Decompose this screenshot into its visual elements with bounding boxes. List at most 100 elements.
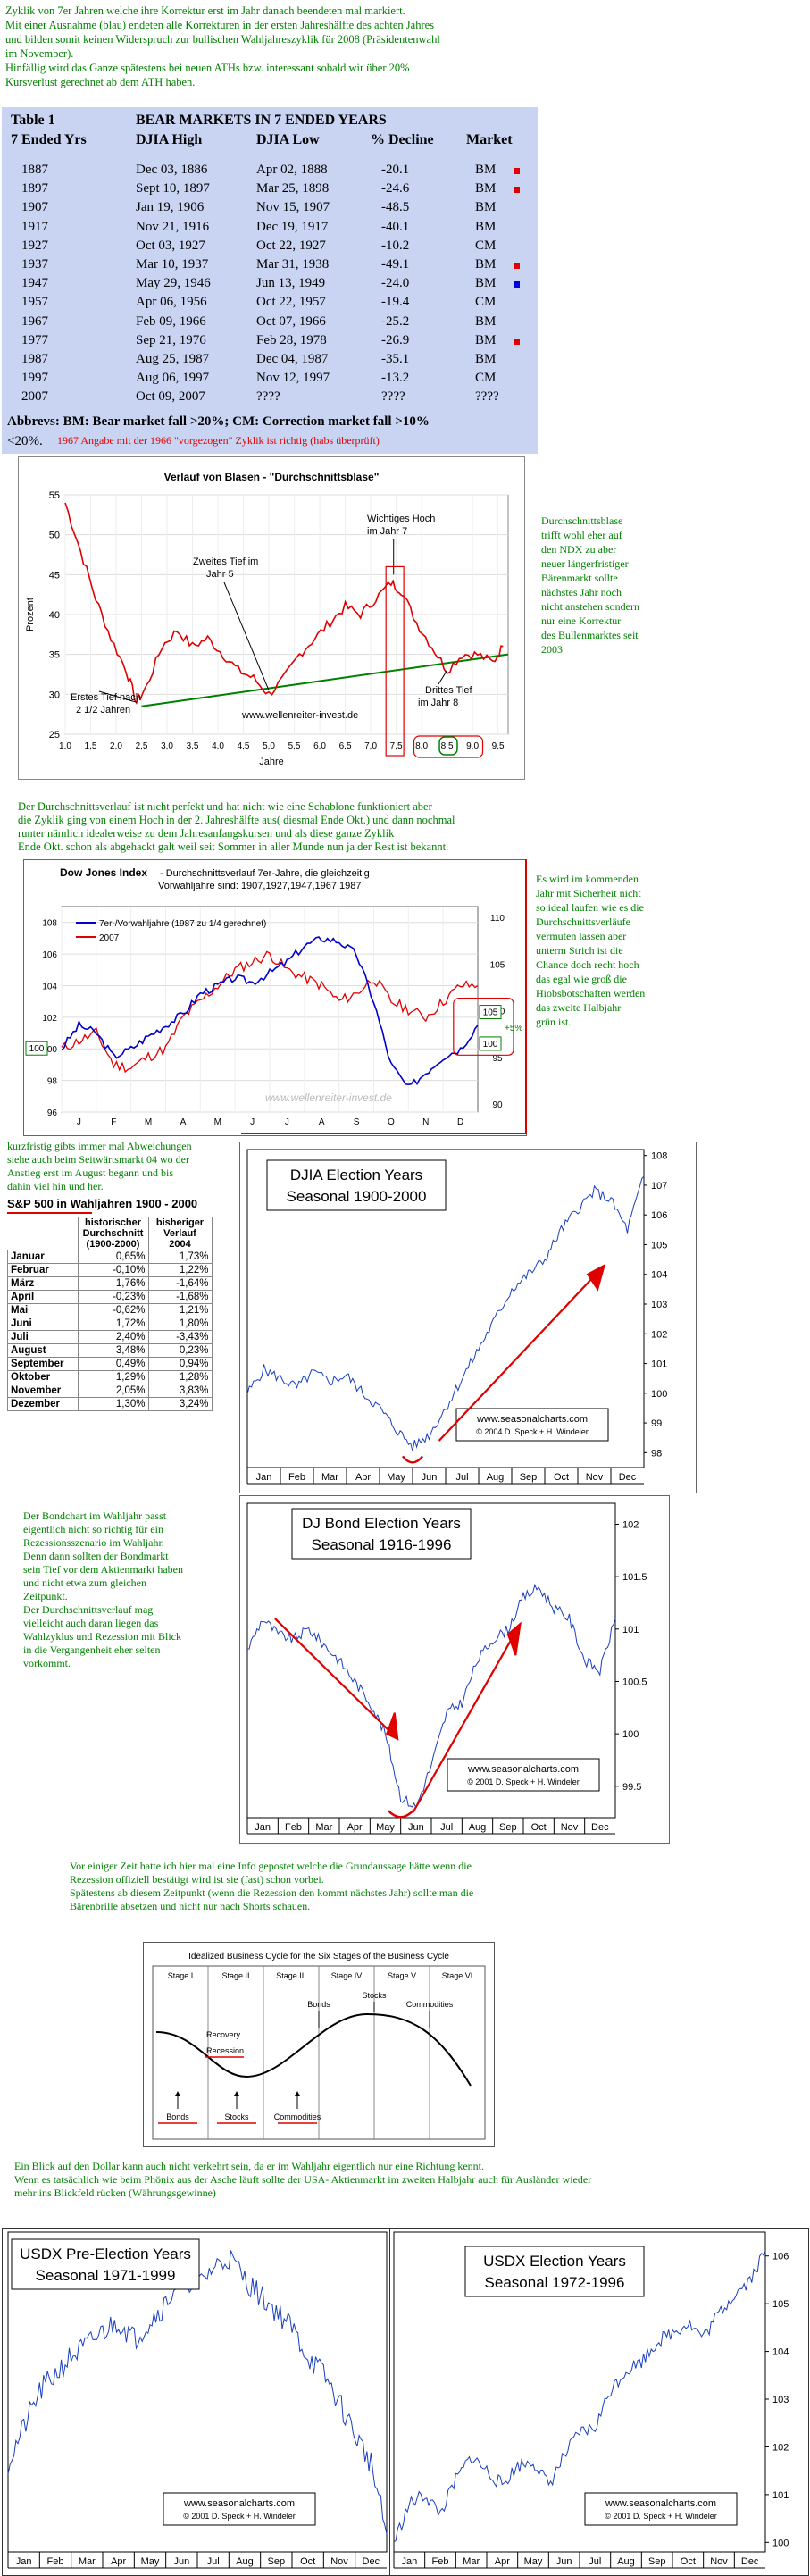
x-tick-label: Jan xyxy=(255,1822,271,1833)
table-cell-decline: -49.1 xyxy=(381,257,410,272)
bonds-top-label: Bonds xyxy=(307,2000,330,2009)
month-cell: August xyxy=(7,1343,79,1358)
series-2007-line xyxy=(61,950,479,1074)
dj-note-line: runter nämlich idealerweise zu dem Jahre… xyxy=(18,827,395,840)
credit-copyright: © 2001 D. Speck + H. Windeler xyxy=(467,1777,579,1786)
dj-note: Der Durchschnittsverlauf ist nicht perfe… xyxy=(18,800,589,854)
annotation-erstes: Erstes Tief nach xyxy=(71,692,141,703)
current-cell: 1,21% xyxy=(147,1303,213,1317)
annotation-wichtig: Wichtiges Hoch xyxy=(367,514,435,524)
x-tick-label: Dec xyxy=(591,1822,609,1833)
x-tick-label: Jun xyxy=(408,1822,424,1833)
current-cell: 3,24% xyxy=(147,1397,213,1411)
x-tick-label: Apr xyxy=(111,2556,126,2567)
y-tick-label: 105 xyxy=(651,1240,667,1250)
value-box-left xyxy=(25,1041,48,1056)
legend-label-1: 7er-/Vorwahljahre (1987 zu 1/4 gerechnet… xyxy=(99,919,266,929)
dj-note-line: Ende Okt. schon als abgehackt galt weil … xyxy=(18,841,449,853)
low-marker xyxy=(388,1810,414,1819)
credit-box xyxy=(584,2492,738,2526)
side-note-line: nächstes Jahr noch xyxy=(541,586,622,598)
table-cell-market: BM xyxy=(475,219,497,234)
hist-cell: -0,10% xyxy=(77,1263,149,1277)
x-tick-label: 4,0 xyxy=(212,741,224,751)
table-row: September 0,49% 0,94% xyxy=(7,1357,213,1371)
table-cell-high: Sept 10, 1897 xyxy=(136,181,210,197)
y-tick-label: 35 xyxy=(49,650,60,661)
side-note-line: trifft wohl eher auf xyxy=(541,529,622,541)
table-row: Januar 0,65% 1,73% xyxy=(7,1250,213,1264)
bond-note-line: vorkommt. xyxy=(23,1657,71,1669)
table-cell-decline: -13.2 xyxy=(381,371,410,386)
marker-square xyxy=(514,281,520,289)
annotation-drittes: Drittes Tief xyxy=(425,685,473,696)
bonds-bottom-label: Bonds xyxy=(166,2112,189,2121)
sp-col-2004: bisheriger Verlauf 2004 xyxy=(147,1217,213,1250)
x-tick-label: Jan xyxy=(401,2556,417,2567)
month-cell: Januar xyxy=(7,1250,79,1264)
seasonal-line xyxy=(246,1583,616,1810)
x-tick-label: 1,5 xyxy=(85,741,97,751)
current-cell: -3,43% xyxy=(147,1330,213,1344)
arrow-head xyxy=(586,1263,606,1292)
usdx-pre-election-chart: Jan Feb Mar Apr May Jun Jul Aug Sep Oct Nov Dec USDX… xyxy=(7,2231,388,2569)
intro-text: Zyklik von 7er Jahren welche ihre Korrek… xyxy=(5,4,559,89)
side-note-line: vermuten lassen aber xyxy=(536,930,627,942)
bond-note-line: eigentlich nicht so richtig für ein xyxy=(23,1523,163,1535)
table-cell-high: Sep 21, 1976 xyxy=(136,332,206,347)
intro-line: und bilden somit keinen Widerspruch zur … xyxy=(5,33,440,46)
stocks-top-label: Stocks xyxy=(362,1991,387,2000)
usdx-election-panel: Jan Feb Mar Apr May Jun Jul Aug Sep Oct Nov Dec 100 1… xyxy=(389,2228,809,2576)
x-tick-label: Feb xyxy=(432,2556,449,2567)
y-tick-label-left: 96 xyxy=(47,1108,58,1118)
chart-subtitle: Seasonal 1971-1999 xyxy=(36,2267,176,2284)
intro-line: im November). xyxy=(5,47,74,60)
y-tick-label: 101 xyxy=(772,2490,789,2501)
hist-cell: 1,76% xyxy=(77,1276,149,1291)
x-tick-label: May xyxy=(141,2556,160,2567)
marker-square xyxy=(514,187,520,194)
x-tick-label: J xyxy=(285,1117,289,1127)
up-arrow xyxy=(412,1623,522,1813)
table-cell-market: BM xyxy=(475,257,497,272)
chart-title: Verlauf von Blasen - "Durchschnittsblase… xyxy=(164,471,380,483)
y-tick-label: 103 xyxy=(651,1300,667,1310)
table-cell-year: 1967 xyxy=(21,314,48,329)
marker-square xyxy=(514,338,520,345)
table-cell-year: 1957 xyxy=(21,295,48,310)
credit-copyright: © 2004 D. Speck + H. Windeler xyxy=(476,1427,588,1436)
value-box-right xyxy=(479,1036,502,1051)
table-row: 1987 Aug 25, 1987 Dec 04, 1987 -35.1 BM xyxy=(2,352,538,370)
y-tick-label-right: 90 xyxy=(492,1100,503,1110)
x-tick-label: M xyxy=(145,1117,152,1127)
x-tick-label: Nov xyxy=(561,1822,579,1833)
intro-line: Kursverlust gerechnet ab dem ATH haben. xyxy=(5,76,196,88)
table-cell-high: Mar 10, 1937 xyxy=(136,257,209,272)
current-cell: 3,83% xyxy=(147,1384,213,1398)
hist-cell: 3,48% xyxy=(77,1343,149,1358)
y-tick-label: 100 xyxy=(651,1389,667,1400)
x-tick-label: Apr xyxy=(355,1472,371,1483)
table-cell-high: Aug 06, 1997 xyxy=(136,371,210,386)
table-row: Oktober 1,29% 1,28% xyxy=(7,1370,213,1384)
col-head-line: Durchschnitt xyxy=(82,1228,144,1239)
usdx-election-chart: Jan Feb Mar Apr May Jun Jul Aug Sep Oct Nov Dec 100 1… xyxy=(393,2231,789,2569)
hist-cell: 1,29% xyxy=(77,1370,149,1384)
x-tick-label: A xyxy=(180,1117,187,1127)
annotation-erstes-2: 2 1/2 Jahren xyxy=(76,705,130,715)
month-cell: Dezember xyxy=(7,1397,79,1411)
x-tick-label: Jan xyxy=(16,2556,32,2567)
y-tick-label: 50 xyxy=(49,531,60,541)
bubble-series-line xyxy=(64,502,504,705)
table-row: 2007 Oct 09, 2007???????????? xyxy=(2,389,538,407)
arrow-head xyxy=(175,2091,180,2096)
table-cell-high: Nov 21, 1916 xyxy=(136,219,210,234)
x-tick-label: Aug xyxy=(487,1472,505,1483)
x-tick-label: Sep xyxy=(648,2556,666,2567)
x-tick-label: 3,5 xyxy=(187,741,199,751)
table-cell-market: BM xyxy=(475,181,497,197)
table-row: 1957 Apr 06, 1956 Oct 22, 1957 -19.4 CM xyxy=(2,295,538,313)
y-tick-label: 99 xyxy=(651,1418,662,1429)
annotation-zweites-2: Jahr 5 xyxy=(206,569,234,580)
credit-box xyxy=(447,1758,600,1792)
